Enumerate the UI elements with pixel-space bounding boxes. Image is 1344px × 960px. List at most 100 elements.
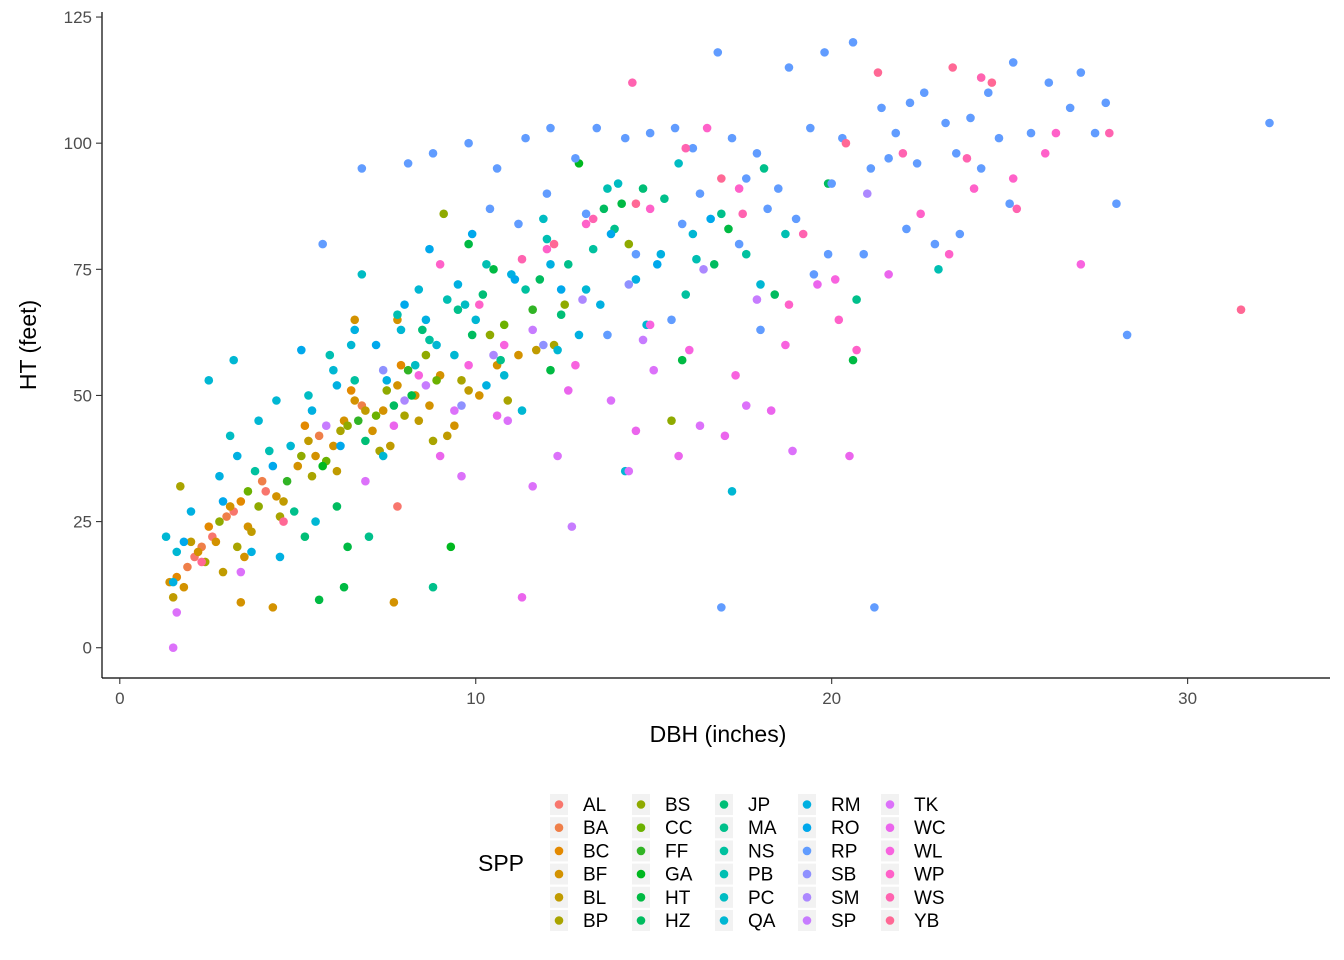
point-qa [378,451,388,461]
point-wc [766,406,776,415]
point-rp [521,133,530,143]
point-bs [667,416,676,425]
point-qa [499,370,509,380]
point-bl [531,345,541,355]
legend-key-tk [885,800,895,809]
point-ws [1012,204,1022,214]
point-wp [734,184,744,193]
point-bp [232,542,242,552]
point-rm [631,275,641,284]
point-rm [232,451,242,461]
point-yb [1236,305,1246,314]
point-ws [798,229,808,239]
legend-label-qa: QA [748,911,776,932]
legend-key-bp [554,916,564,925]
point-yb [873,68,883,77]
point-ro [510,275,520,284]
legend-key-bf [554,869,564,879]
point-bs [624,239,634,249]
point-ro [400,300,409,309]
point-rp [514,219,523,229]
point-sp [321,421,331,431]
point-jp [556,310,566,320]
point-sp [752,295,762,304]
point-bl [386,441,395,451]
point-ma [852,295,861,304]
point-bs [297,451,306,461]
point-rp [859,249,869,259]
y-tick-label: 50 [73,386,92,405]
point-rp [581,209,591,219]
point-bs [254,502,263,511]
legend-key-sb [802,869,812,879]
point-rp [620,133,630,143]
x-tick-label: 20 [822,689,841,708]
point-ma [660,194,669,203]
point-wp [916,209,925,219]
point-wl [645,320,655,330]
point-wc [845,451,854,461]
point-wl [464,360,473,370]
point-ma [759,164,769,173]
point-rp [791,214,801,224]
point-ro [179,537,189,547]
point-bp [503,396,513,405]
x-axis-ticks: 0 10 20 30 [115,678,1197,708]
legend-key-jp [719,800,729,809]
point-wp [1008,174,1018,183]
point-qa [756,280,765,289]
point-rp [773,184,783,193]
y-tick-label: 100 [64,134,92,153]
point-yb [279,517,288,526]
point-jp [638,184,648,193]
point-cc [243,487,253,496]
point-ht [617,199,626,209]
point-qa [229,355,238,365]
point-bl [464,386,473,395]
point-ro [336,441,345,451]
legend-key-wc [885,823,895,832]
legend-label-rp: RP [831,841,857,862]
point-rp [1076,68,1086,77]
point-qa [286,441,295,451]
point-qa [254,416,263,425]
legend-label-sm: SM [831,888,860,909]
legend-label-bc: BC [583,841,609,862]
point-ma [563,259,573,269]
points-layer [161,37,1274,653]
x-tick-label: 10 [466,689,485,708]
point-ws [517,254,527,264]
point-bs [215,517,224,526]
legend-label-bp: BP [583,911,608,932]
point-rp [955,229,965,239]
legend-key-bc [554,846,564,856]
point-rp [905,98,915,108]
point-rp [902,224,911,234]
point-wc [674,451,683,461]
point-hz [535,275,545,284]
point-rp [919,88,929,98]
point-ro [467,229,477,239]
point-ht [724,224,733,234]
point-wc [631,426,641,436]
legend-key-ba [554,823,564,832]
point-rp [870,603,879,612]
point-bp [336,426,345,436]
point-ma [496,355,505,365]
point-ws [738,209,747,219]
legend-label-wp: WP [914,865,945,886]
legend-label-ba: BA [583,818,609,839]
x-tick-label: 0 [115,689,124,708]
point-bc [204,522,214,531]
point-rp [820,48,829,57]
point-rp [688,143,698,153]
point-rm [656,249,666,259]
legend-label-sp: SP [831,911,856,932]
point-rm [350,325,360,335]
point-bf [236,598,246,607]
point-rm [596,300,605,309]
point-bs [560,300,570,309]
point-tk [624,466,634,476]
point-sm [862,189,872,198]
